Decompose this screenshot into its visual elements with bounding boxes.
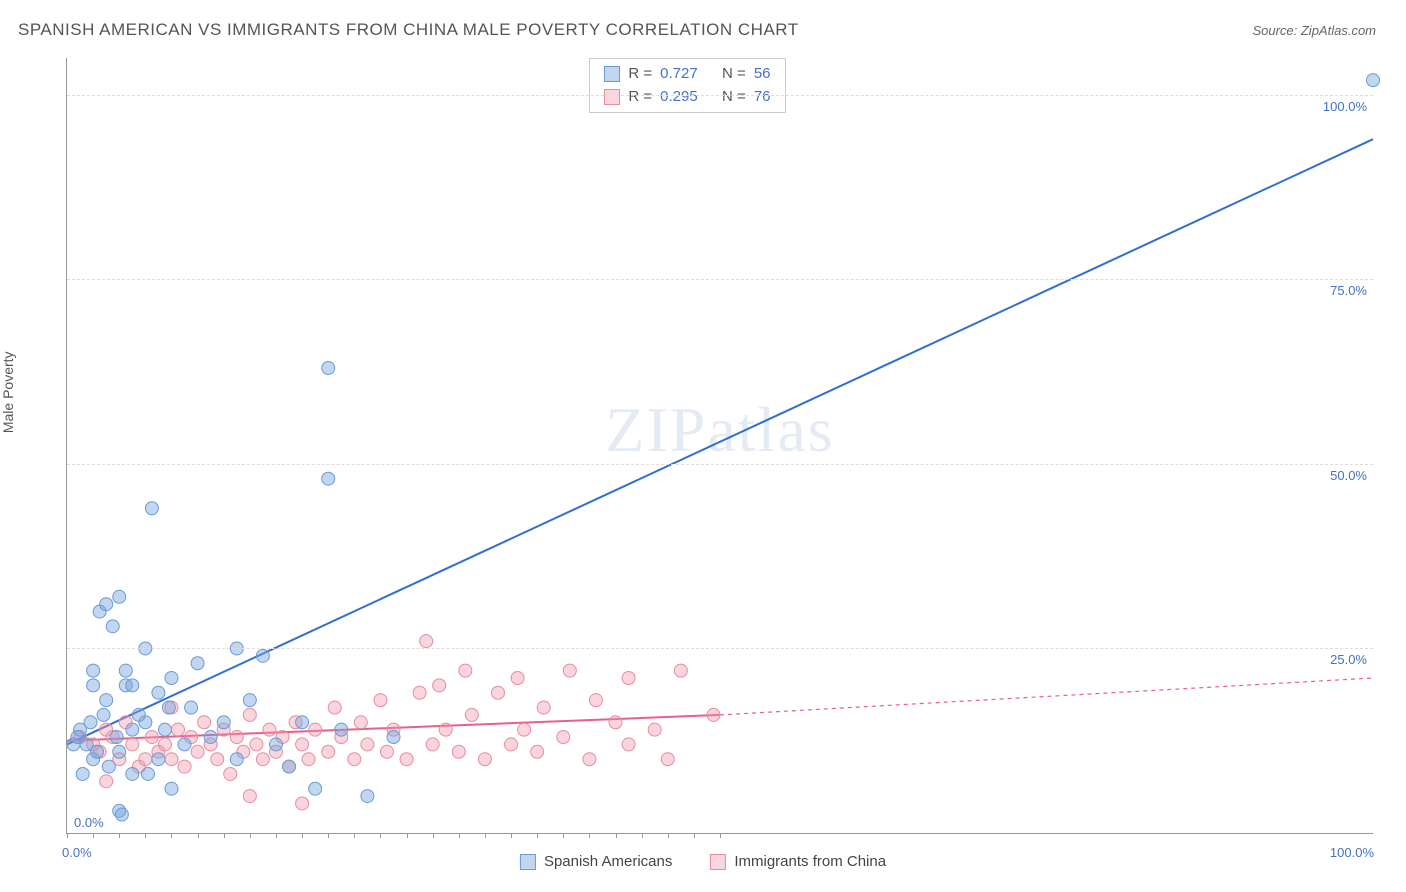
- legend: Spanish Americans Immigrants from China: [520, 853, 886, 870]
- chart-title: SPANISH AMERICAN VS IMMIGRANTS FROM CHIN…: [18, 20, 799, 40]
- r-value-b: 0.295: [660, 86, 698, 109]
- legend-item-a: Spanish Americans: [520, 853, 672, 870]
- n-value-a: 56: [754, 63, 771, 86]
- legend-swatch-b-icon: [710, 854, 726, 870]
- y-tick-label: 75.0%: [1330, 283, 1367, 298]
- x-axis-min-label: 0.0%: [62, 845, 92, 860]
- stats-legend-box: R = 0.727 N = 56 R = 0.295 N = 76: [589, 58, 785, 113]
- chart-container: Male Poverty ZIPatlas R = 0.727 N = 56 R…: [18, 50, 1388, 882]
- n-value-b: 76: [754, 86, 771, 109]
- r-label-b: R =: [628, 86, 652, 109]
- source-attribution: Source: ZipAtlas.com: [1252, 23, 1376, 38]
- swatch-b-icon: [604, 89, 620, 105]
- y-axis-min-label: 0.0%: [74, 815, 104, 830]
- y-tick-label: 50.0%: [1330, 468, 1367, 483]
- legend-label-b: Immigrants from China: [734, 853, 886, 870]
- n-label-b: N =: [722, 86, 746, 109]
- n-label-a: N =: [722, 63, 746, 86]
- stats-row-a: R = 0.727 N = 56: [604, 63, 770, 86]
- legend-swatch-a-icon: [520, 854, 536, 870]
- x-axis-max-label: 100.0%: [1330, 845, 1374, 860]
- legend-item-b: Immigrants from China: [710, 853, 886, 870]
- scatter-svg: [67, 58, 1373, 833]
- stats-row-b: R = 0.295 N = 76: [604, 86, 770, 109]
- swatch-a-icon: [604, 66, 620, 82]
- y-tick-label: 25.0%: [1330, 652, 1367, 667]
- y-tick-label: 100.0%: [1323, 99, 1367, 114]
- legend-label-a: Spanish Americans: [544, 853, 672, 870]
- plot-area: ZIPatlas R = 0.727 N = 56 R = 0.295 N = …: [66, 58, 1373, 834]
- y-axis-label: Male Poverty: [0, 351, 16, 433]
- r-label-a: R =: [628, 63, 652, 86]
- r-value-a: 0.727: [660, 63, 698, 86]
